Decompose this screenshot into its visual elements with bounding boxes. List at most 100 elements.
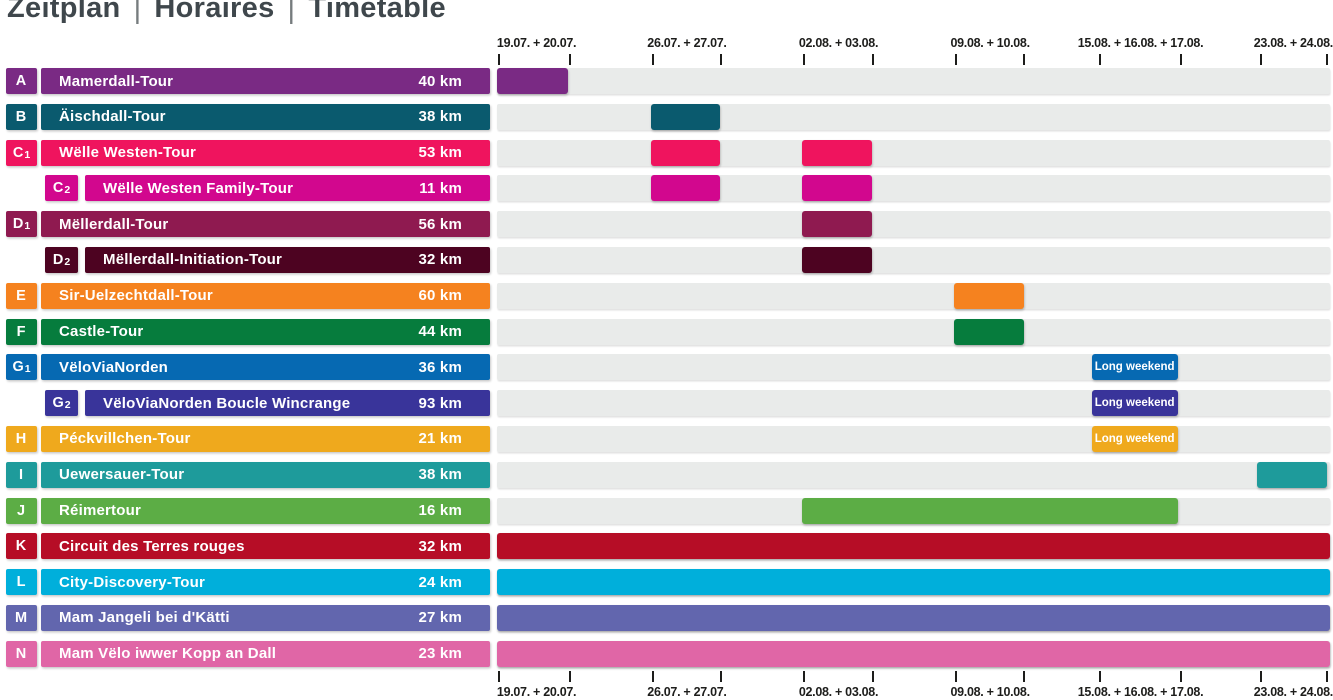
- schedule-bar: [497, 640, 1330, 667]
- tour-id-badge: J: [6, 497, 37, 524]
- tour-label-bar: Péckvillchen-Tour 21 km: [41, 425, 490, 452]
- tour-id: C: [12, 144, 24, 161]
- schedule-bar: [651, 103, 721, 130]
- axis-tick: [1259, 54, 1262, 65]
- axis-tick: [1259, 671, 1262, 682]
- tour-timeline-track: [497, 604, 1330, 631]
- top-date-axis: 19.07. + 20.07. 26.07. + 27.07. 02.08. + 0…: [496, 36, 1333, 66]
- schedule-bar: [954, 318, 1025, 345]
- tour-label-bar: Uewersauer-Tour 38 km: [41, 461, 490, 488]
- tour-name: Äischdall-Tour: [59, 108, 166, 126]
- schedule-bar: [954, 282, 1025, 309]
- tour-id: G: [52, 395, 64, 412]
- axis-date-label: 19.07. + 20.07.: [496, 36, 577, 50]
- axis-tick: [1099, 54, 1102, 65]
- axis-date-label: 26.07. + 27.07.: [647, 685, 727, 699]
- tour-id: K: [15, 538, 27, 555]
- axis-tick: [498, 671, 501, 682]
- title-separator: |: [287, 0, 296, 25]
- tour-timeline-track: [497, 569, 1330, 596]
- tour-name: Sir-Uelzechtdall-Tour: [59, 287, 213, 305]
- tour-id: C: [52, 180, 64, 197]
- title-en: Timetable: [308, 0, 446, 24]
- tour-label-bar: Wëlle Westen Family-Tour 11 km: [85, 175, 490, 202]
- tour-id: A: [15, 73, 27, 89]
- tour-name: Uewersauer-Tour: [59, 466, 185, 484]
- axis-date-label: 15.08. + 16.08. + 17.08.: [1077, 685, 1204, 699]
- tour-label-bar: Mam Jangeli bei d'Kätti 27 km: [41, 604, 490, 631]
- schedule-bar: [497, 68, 568, 94]
- title-fr: Horaires: [154, 0, 275, 24]
- tour-label-bar: VëloViaNorden Boucle Wincrange 93 km: [85, 390, 490, 417]
- schedule-bar: [497, 604, 1330, 631]
- tour-timeline-track: [497, 139, 1330, 166]
- title-de: Zeitplan: [7, 0, 121, 24]
- tour-distance: 56 km: [418, 215, 462, 233]
- tour-label-bar: VëloViaNorden 36 km: [41, 354, 490, 381]
- tour-timeline-track: [497, 497, 1330, 524]
- tour-id: L: [16, 574, 26, 591]
- tour-id-badge: N: [6, 640, 37, 667]
- tour-row-m: M Mam Jangeli bei d'Kätti 27 km: [0, 604, 1333, 631]
- tour-row-l: L City-Discovery-Tour 24 km: [0, 569, 1333, 596]
- schedule-bar: [651, 139, 721, 166]
- tour-id: D: [52, 251, 64, 268]
- tour-id-badge: B: [6, 103, 37, 130]
- tour-distance: 24 km: [418, 573, 462, 591]
- axis-tick: [651, 671, 654, 682]
- schedule-bar: [801, 497, 1178, 524]
- tour-row-n: N Mam Vëlo iwwer Kopp an Dall 23 km: [0, 640, 1333, 667]
- tour-distance: 93 km: [418, 394, 462, 412]
- tour-name: Péckvillchen-Tour: [59, 430, 191, 448]
- tour-id: M: [14, 609, 28, 626]
- tour-distance: 16 km: [418, 502, 462, 520]
- bottom-date-axis: 19.07. + 20.07. 26.07. + 27.07. 02.08. + 0…: [497, 671, 1333, 700]
- tour-id-badge: F: [6, 318, 37, 345]
- axis-tick: [872, 54, 875, 65]
- tour-timeline-track: [497, 533, 1330, 560]
- schedule-bar: Long weekend: [1091, 354, 1178, 381]
- tour-id: J: [16, 502, 26, 519]
- axis-date-label: 09.08. + 10.08.: [950, 36, 1030, 50]
- tour-distance: 36 km: [418, 358, 462, 376]
- page-title: Zeitplan | Horaires | Timetable: [7, 0, 446, 25]
- axis-tick: [954, 671, 957, 682]
- tour-label-bar: Circuit des Terres rouges 32 km: [41, 533, 490, 560]
- axis-tick: [568, 54, 571, 65]
- tour-distance: 60 km: [418, 287, 462, 305]
- tour-name: Wëlle Westen Family-Tour: [103, 179, 294, 197]
- axis-date-label: 02.08. + 03.08.: [798, 685, 879, 699]
- schedule-bar: [651, 175, 721, 202]
- axis-tick: [720, 671, 723, 682]
- tour-label-bar: Mëllerdall-Initiation-Tour 32 km: [85, 246, 490, 273]
- schedule-bar: [801, 175, 872, 202]
- schedule-bar: [801, 139, 872, 166]
- tour-name: Mëllerdall-Tour: [59, 215, 169, 233]
- tour-name: VëloViaNorden: [59, 358, 169, 376]
- tour-id: B: [15, 108, 27, 125]
- tour-id-sub: 2: [64, 399, 71, 412]
- tour-id: G: [12, 359, 24, 376]
- tour-timeline-track: Long weekend: [497, 390, 1330, 417]
- tour-timeline-track: Long weekend: [497, 354, 1330, 381]
- tour-distance: 38 km: [418, 108, 462, 126]
- axis-tick: [1022, 671, 1025, 682]
- tour-timeline-track: [497, 640, 1330, 667]
- axis-tick: [1099, 671, 1102, 682]
- schedule-bar-label: Long weekend: [1094, 397, 1175, 410]
- tour-timeline-track: [497, 461, 1330, 488]
- tour-label-bar: Mam Vëlo iwwer Kopp an Dall 23 km: [41, 640, 490, 667]
- tour-row-a: A Mamerdall-Tour 40 km: [0, 68, 1333, 94]
- tour-name: Castle-Tour: [59, 323, 144, 341]
- schedule-bar: [801, 246, 872, 273]
- tour-id-badge: H: [6, 425, 37, 452]
- tour-id: H: [15, 430, 27, 447]
- schedule-bar: [1256, 461, 1327, 488]
- tour-label-bar: Mëllerdall-Tour 56 km: [41, 211, 490, 238]
- tour-id-sub: 2: [64, 184, 71, 197]
- tour-name: City-Discovery-Tour: [59, 573, 206, 591]
- tour-label-bar: City-Discovery-Tour 24 km: [41, 569, 490, 596]
